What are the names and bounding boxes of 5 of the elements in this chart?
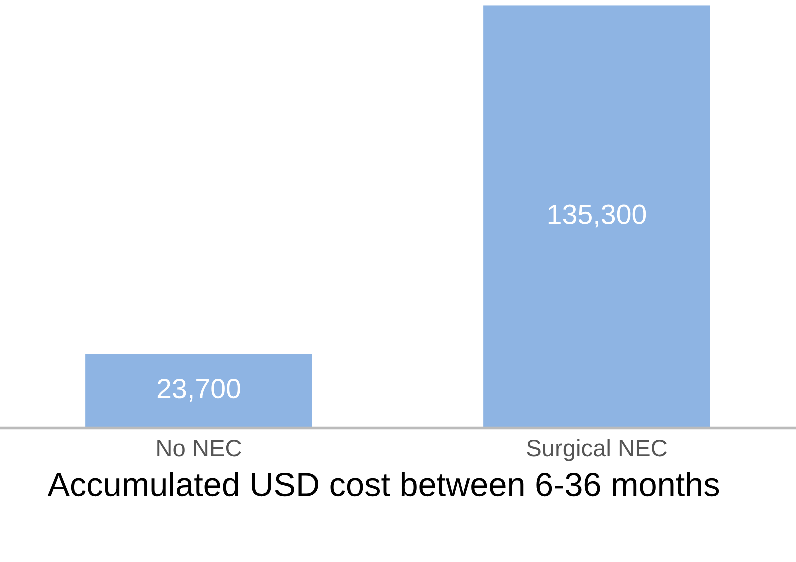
x-axis-title: Accumulated USD cost between 6-36 months [48, 472, 720, 497]
data-label: 135,300 [548, 204, 646, 228]
x-tick-label: No NEC [158, 440, 242, 457]
data-label: 23,700 [158, 379, 240, 402]
x-tick-label: Surgical NEC [527, 439, 667, 462]
